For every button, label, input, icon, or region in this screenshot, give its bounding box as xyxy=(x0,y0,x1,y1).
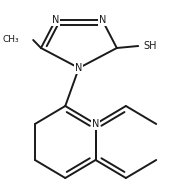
Text: N: N xyxy=(75,63,83,73)
Text: SH: SH xyxy=(143,41,157,51)
Text: N: N xyxy=(92,119,99,129)
Text: N: N xyxy=(98,15,106,25)
Text: N: N xyxy=(75,63,83,73)
Text: CH₃: CH₃ xyxy=(3,36,20,44)
Text: N: N xyxy=(52,15,59,25)
